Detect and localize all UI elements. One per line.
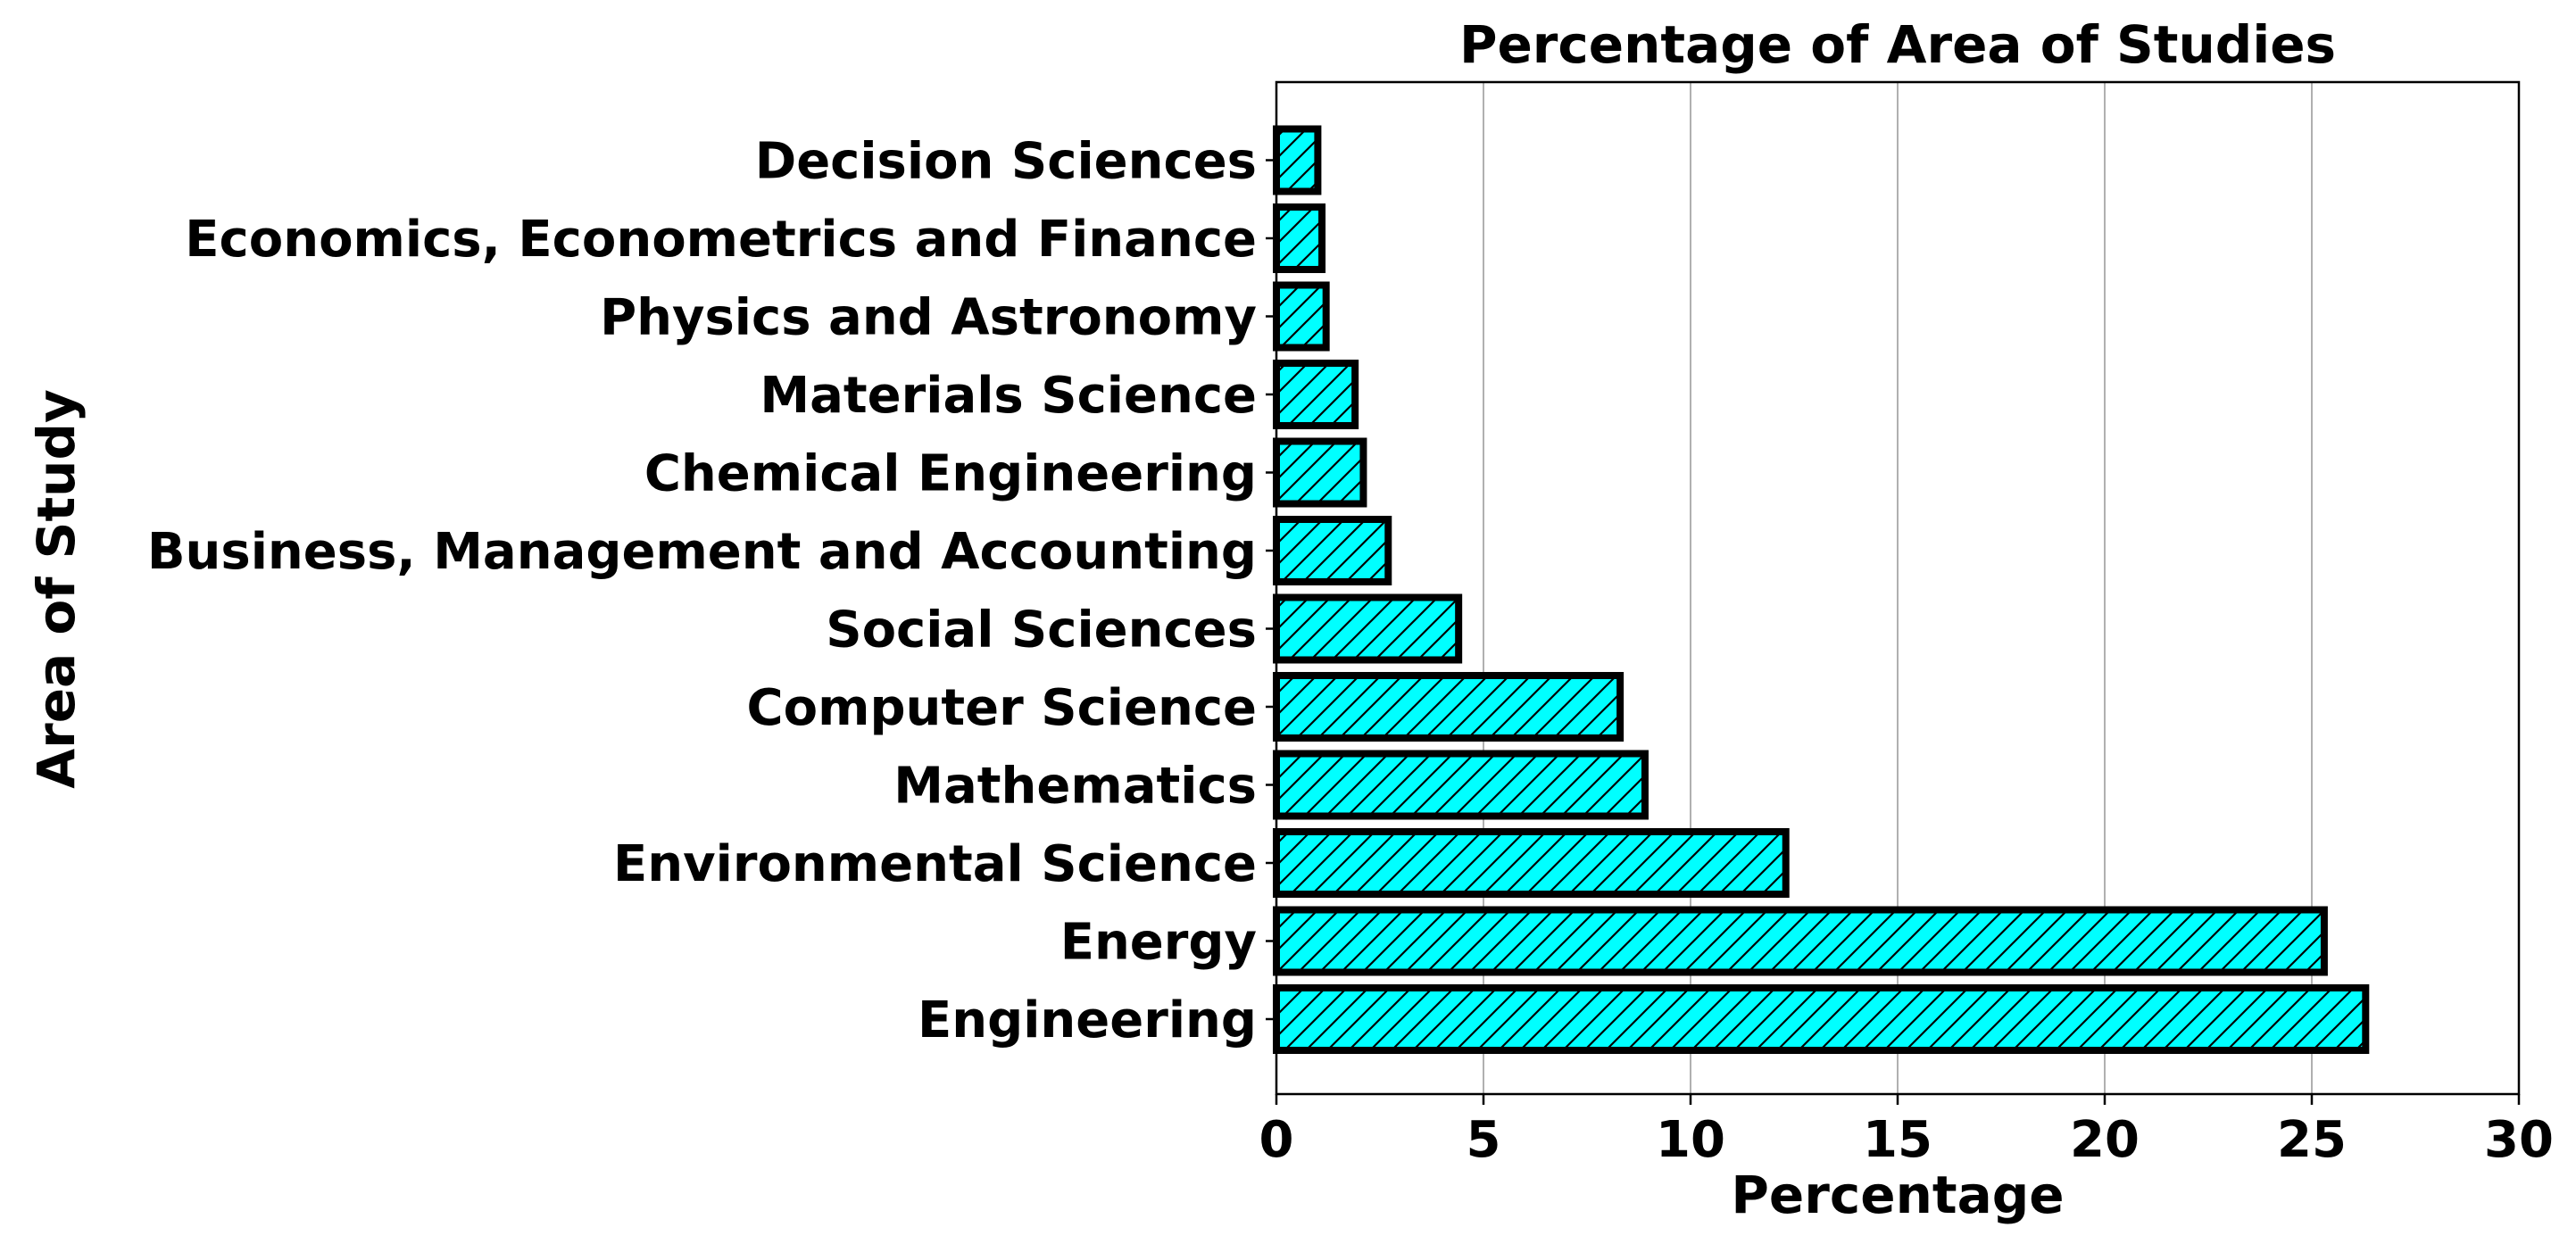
y-tick-label: Economics, Econometrics and Finance	[185, 211, 1257, 269]
bar-decision-sciences	[1273, 125, 1322, 195]
bars	[1273, 125, 2370, 1054]
x-tick-label: 0	[1259, 1111, 1294, 1169]
y-tick-label: Computer Science	[747, 679, 1257, 737]
y-tick-label: Decision Sciences	[755, 133, 1257, 191]
bar-social-sciences	[1273, 593, 1463, 664]
x-tick-label: 20	[2070, 1111, 2140, 1169]
bar-physics-and-astronomy	[1273, 281, 1330, 352]
y-tick-label: Business, Management and Accounting	[147, 523, 1257, 581]
x-tick-label: 30	[2484, 1111, 2554, 1169]
y-tick-label: Energy	[1060, 914, 1257, 972]
bar-economics-econometrics-and-finance	[1273, 203, 1326, 273]
bar-materials-science	[1273, 360, 1359, 429]
x-tick-label: 25	[2277, 1111, 2347, 1169]
y-tick-label: Social Sciences	[826, 601, 1257, 659]
y-tick-label: Engineering	[918, 991, 1257, 1049]
x-tick-label: 15	[1863, 1111, 1932, 1169]
x-axis-ticks: 0 5 10 15 20 25 30	[1259, 1094, 2554, 1169]
bar-mathematics	[1273, 750, 1649, 820]
x-tick-label: 5	[1467, 1111, 1501, 1169]
x-axis-label: Percentage	[1731, 1165, 2064, 1225]
bar-business-management-and-accounting	[1273, 516, 1392, 585]
y-tick-label: Chemical Engineering	[644, 445, 1257, 503]
chart-title: Percentage of Area of Studies	[1459, 14, 2336, 75]
y-tick-label: Physics and Astronomy	[600, 289, 1257, 347]
y-tick-label: Environmental Science	[613, 835, 1257, 893]
bar-computer-science	[1273, 672, 1625, 742]
bar-energy	[1273, 906, 2328, 976]
bar-environmental-science	[1273, 828, 1790, 898]
bar-chemical-engineering	[1273, 437, 1367, 508]
y-tick-label: Materials Science	[760, 367, 1257, 425]
y-axis-ticks: Engineering Energy Environmental Science Ma…	[147, 133, 1276, 1049]
y-axis-label: Area of Study	[26, 389, 87, 789]
bar-engineering	[1273, 984, 2370, 1054]
y-tick-label: Mathematics	[893, 758, 1257, 816]
x-tick-label: 10	[1656, 1111, 1725, 1169]
